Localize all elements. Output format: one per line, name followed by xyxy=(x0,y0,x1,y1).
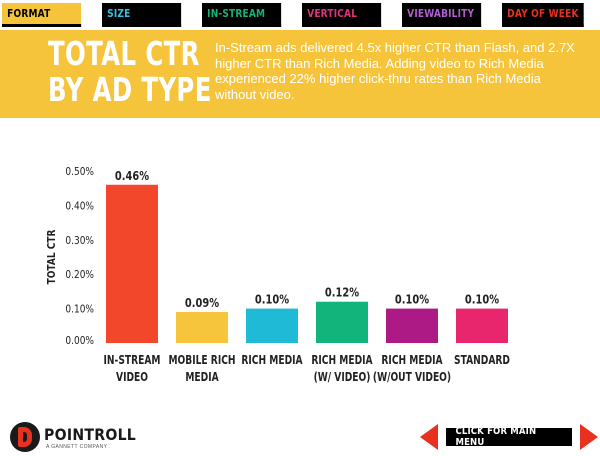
x-tick-label: RICH MEDIA xyxy=(381,353,443,368)
data-label: 0.46% xyxy=(115,169,149,183)
chart-svg: TOTAL CTR 0.00% 0.10% 0.20% 0.30% 0.40% 0.50% 0… xyxy=(46,166,510,385)
tab-size[interactable]: SIZE xyxy=(102,3,182,27)
logo-subtext: A GANNETT COMPANY xyxy=(46,444,108,450)
y-tick-label: 0.20% xyxy=(65,269,94,281)
y-axis-label: TOTAL CTR xyxy=(46,229,58,284)
y-tick-label: 0.30% xyxy=(65,235,94,247)
logo-text: POINTROLL xyxy=(44,425,137,444)
data-label: 0.10% xyxy=(255,293,289,307)
page-title-line1: TOTAL CTR xyxy=(48,34,200,73)
x-tick-label: VIDEO xyxy=(116,370,148,385)
bar xyxy=(316,301,368,343)
bar xyxy=(176,312,228,343)
bar xyxy=(246,308,298,343)
tab-vertical[interactable]: VERTICAL xyxy=(302,3,382,27)
pointroll-logo: POINTROLL A GANNETT COMPANY xyxy=(10,422,150,452)
data-label: 0.12% xyxy=(325,286,359,300)
x-tick-label: IN-STREAM xyxy=(104,353,161,368)
y-tick-label: 0.10% xyxy=(65,304,94,316)
x-tick-label: MEDIA xyxy=(185,370,219,385)
tab-in-stream[interactable]: IN-STREAM xyxy=(202,3,282,27)
x-tick-label: (W/ VIDEO) xyxy=(314,370,371,385)
ctr-bar-chart: TOTAL CTR 0.00% 0.10% 0.20% 0.30% 0.40% 0.50% 0… xyxy=(0,118,600,404)
tab-day-of-week[interactable]: DAY OF WEEK xyxy=(502,3,584,27)
arrow-right-icon[interactable] xyxy=(580,424,598,450)
main-menu-button[interactable]: CLICK FOR MAIN MENU xyxy=(420,424,598,450)
bar xyxy=(386,308,438,343)
x-tick-label: RICH MEDIA xyxy=(241,353,303,368)
header-description: In-Stream ads delivered 4.5x higher CTR … xyxy=(215,40,575,102)
tab-viewability[interactable]: VIEWABILITY xyxy=(402,3,482,27)
bar xyxy=(456,308,508,343)
page-title-line2: BY AD TYPE xyxy=(48,70,212,109)
tab-bar: FORMAT SIZE IN-STREAM VERTICAL VIEWABILI… xyxy=(0,0,600,30)
x-tick-label: MOBILE RICH xyxy=(168,353,235,368)
header-banner: TOTAL CTR BY AD TYPE In-Stream ads deliv… xyxy=(0,30,600,118)
tab-format[interactable]: FORMAT xyxy=(2,3,82,27)
x-tick-label: (W/OUT VIDEO) xyxy=(373,370,451,385)
x-tick-label: RICH MEDIA xyxy=(311,353,373,368)
arrow-left-icon[interactable] xyxy=(420,424,438,450)
data-label: 0.10% xyxy=(465,293,499,307)
data-label: 0.09% xyxy=(185,296,219,310)
y-tick-label: 0.40% xyxy=(65,201,94,213)
pointroll-logo-icon xyxy=(10,422,40,452)
main-menu-label[interactable]: CLICK FOR MAIN MENU xyxy=(446,426,572,448)
y-tick-label: 0.50% xyxy=(65,166,94,178)
page-title: TOTAL CTR BY AD TYPE xyxy=(48,34,212,109)
y-tick-label: 0.00% xyxy=(65,335,94,347)
x-tick-label: STANDARD xyxy=(454,353,510,368)
data-label: 0.10% xyxy=(395,293,429,307)
bar xyxy=(106,184,158,343)
